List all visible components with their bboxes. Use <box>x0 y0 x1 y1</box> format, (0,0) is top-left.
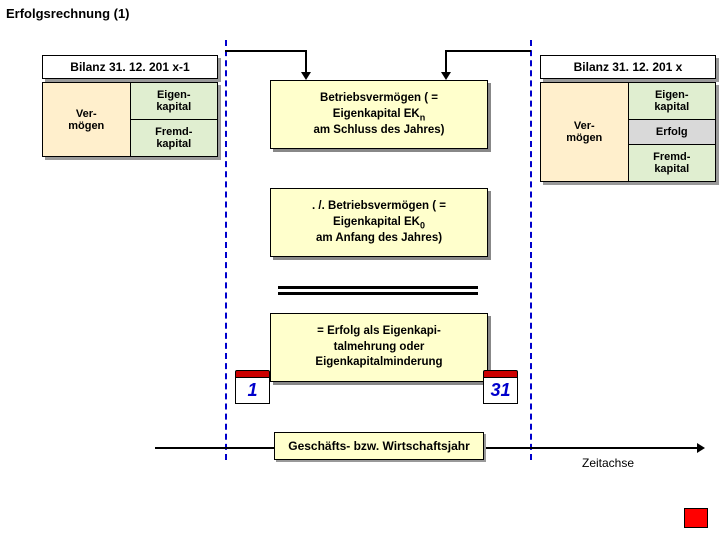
bilanz-right-result: Erfolg <box>628 120 716 145</box>
mid-box-2: . /. Betriebsvermögen ( = Eigenkapital E… <box>270 188 488 257</box>
bilanz-left-debt: Fremd- kapital <box>130 120 218 157</box>
conn-right-h <box>445 50 531 52</box>
dash-right <box>530 40 532 460</box>
mid-box-3: = Erfolg als Eigenkapi- talmehrung oder … <box>270 313 488 382</box>
equals-line-1 <box>278 286 478 289</box>
calendar-end-icon: 31 <box>483 370 518 405</box>
conn-left-h <box>225 50 305 52</box>
bilanz-left-assets: Ver- mögen <box>43 83 131 157</box>
axis-label: Zeitachse <box>582 456 634 470</box>
calendar-start-icon: 1 <box>235 370 270 405</box>
year-label-box: Geschäfts- bzw. Wirtschaftsjahr <box>274 432 484 460</box>
red-marker <box>684 508 708 528</box>
bilanz-right-assets: Ver- mögen <box>541 83 629 182</box>
conn-left-v <box>305 50 307 72</box>
page-title: Erfolgsrechnung (1) <box>6 6 130 21</box>
dash-left <box>225 40 227 460</box>
bilanz-left-table: Ver- mögen Eigen- kapital Fremd- kapital <box>42 82 218 157</box>
bilanz-right-debt: Fremd- kapital <box>628 145 716 182</box>
bilanz-right-equity: Eigen- kapital <box>628 83 716 120</box>
equals-line-2 <box>278 292 478 295</box>
bilanz-right-table: Ver- mögen Eigen- kapital Erfolg Fremd- … <box>540 82 716 182</box>
conn-right-v <box>445 50 447 72</box>
bilanz-right-header: Bilanz 31. 12. 201 x <box>540 55 716 79</box>
bilanz-left-equity: Eigen- kapital <box>130 83 218 120</box>
mid-box-1: Betriebsvermögen ( = Eigenkapital EKn am… <box>270 80 488 149</box>
bilanz-left-header: Bilanz 31. 12. 201 x-1 <box>42 55 218 79</box>
